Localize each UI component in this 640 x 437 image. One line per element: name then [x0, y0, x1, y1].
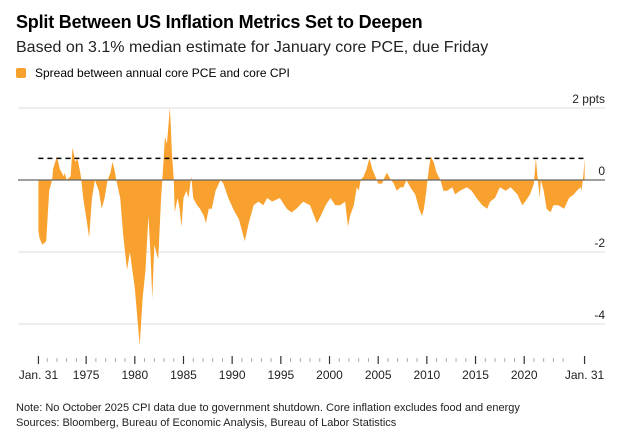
area-series	[38, 108, 585, 346]
chart-sources: Sources: Bloomberg, Bureau of Economic A…	[16, 417, 397, 429]
x-tick-label: Jan. 31	[565, 368, 605, 382]
y-tick-label: 2 ppts	[572, 92, 605, 106]
legend-label: Spread between annual core PCE and core …	[35, 66, 290, 80]
x-tick-label: 2020	[511, 368, 538, 382]
y-tick-label: -2	[594, 236, 605, 250]
chart-subtitle: Based on 3.1% median estimate for Januar…	[16, 39, 489, 56]
y-tick-label: -4	[594, 308, 605, 322]
x-tick-label: 1990	[219, 368, 246, 382]
x-tick-label: 1995	[267, 368, 294, 382]
chart: 2 ppts 0 -2 -4 Jan. 31 1975 1980 1985 1990 1995 20…	[18, 92, 605, 382]
chart-note: Note: No October 2025 CPI data due to go…	[16, 402, 520, 414]
x-tick-label: 2015	[462, 368, 489, 382]
x-tick-label: Jan. 31	[19, 368, 59, 382]
x-tick-label: 2000	[316, 368, 343, 382]
legend-swatch	[16, 68, 26, 78]
x-tick-label: 1975	[73, 368, 100, 382]
y-tick-label: 0	[598, 164, 605, 178]
x-tick-label: 2010	[414, 368, 441, 382]
x-tick-label: 2005	[365, 368, 392, 382]
chart-title: Split Between US Inflation Metrics Set t…	[16, 12, 423, 32]
x-tick-label: 1985	[170, 368, 197, 382]
x-tick-label: 1980	[121, 368, 148, 382]
legend: Spread between annual core PCE and core …	[16, 66, 290, 80]
